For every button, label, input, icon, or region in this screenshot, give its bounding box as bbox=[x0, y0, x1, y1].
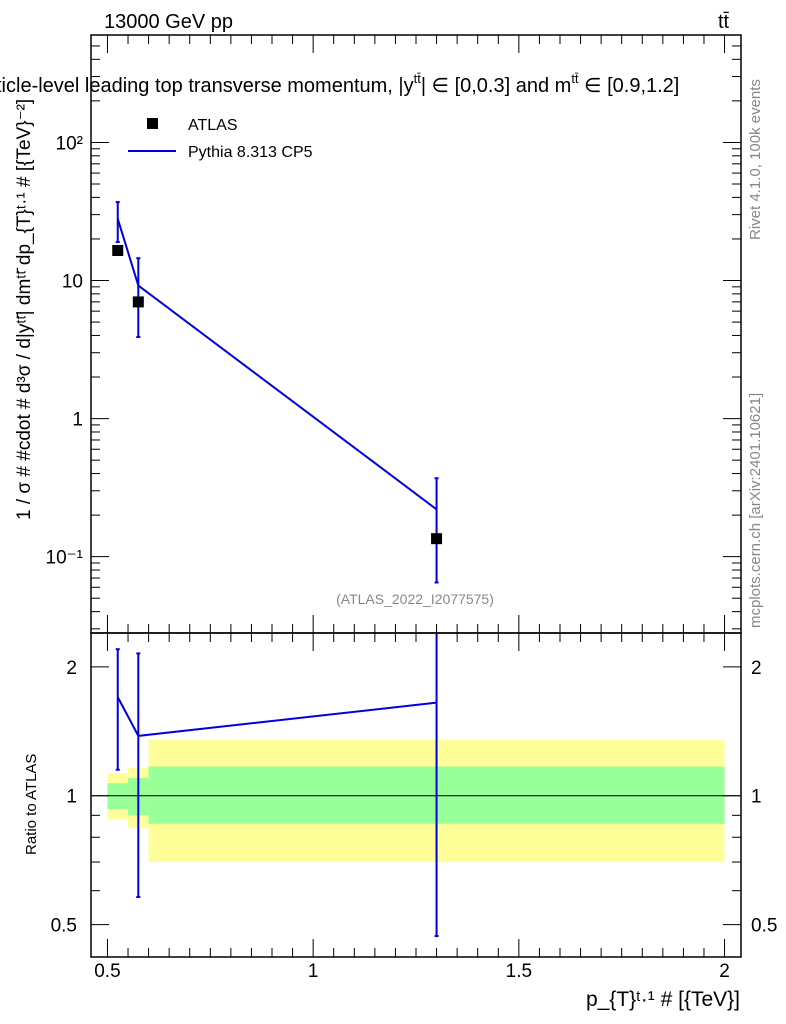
x-tick-label: 2 bbox=[719, 961, 730, 982]
legend-atlas-marker bbox=[147, 118, 158, 129]
lower-y-tick-label: 0.5 bbox=[51, 916, 77, 937]
atlas-data-point bbox=[112, 244, 124, 256]
plot-title: ticle-level leading top transverse momen… bbox=[0, 71, 679, 97]
legend-mc-label: Pythia 8.313 CP5 bbox=[188, 144, 313, 161]
upper-y-tick-label: 10² bbox=[56, 133, 83, 154]
lower-y-axis-label: Ratio to ATLAS bbox=[23, 754, 40, 855]
upper-y-tick-label: 10 bbox=[62, 272, 83, 293]
upper-y-tick-label: 10⁻¹ bbox=[46, 548, 84, 569]
lower-y-tick-label-right: 1 bbox=[751, 787, 762, 808]
lower-y-tick-label-right: 2 bbox=[751, 658, 762, 679]
x-axis-label: p_{T}ᵗ·¹ # [{TeV}] bbox=[586, 988, 740, 1011]
upper-y-tick-label: 1 bbox=[72, 410, 83, 431]
process-label: tt̄ bbox=[718, 11, 730, 33]
lower-y-tick-label: 2 bbox=[66, 658, 77, 679]
x-tick-label: 1.5 bbox=[506, 961, 532, 982]
atlas-data-point bbox=[431, 533, 443, 545]
analysis-watermark: (ATLAS_2022_I2077575) bbox=[336, 591, 494, 607]
lower-panel: 0.5 0.5 1 1 2 2 0.5 1 1.5 2 bbox=[51, 632, 777, 982]
mc-curve bbox=[116, 218, 438, 511]
mcplots-label: mcplots.cern.ch [arXiv:2401.10621] bbox=[747, 393, 764, 628]
x-tick-label: 0.5 bbox=[94, 961, 120, 982]
lower-y-tick-label: 1 bbox=[66, 787, 77, 808]
legend-atlas-label: ATLAS bbox=[188, 117, 238, 134]
mc-ratio-curve bbox=[116, 696, 437, 737]
upper-y-axis-label: 1 / σ # #cdot # d³σ / d|yᵗᵗ̄| dmᵗᵗ̄ dp_{… bbox=[14, 99, 35, 520]
rivet-label: Rivet 4.1.0, 100k events bbox=[747, 79, 764, 240]
x-tick-label: 1 bbox=[308, 961, 319, 982]
collision-label: 13000 GeV pp bbox=[104, 11, 233, 33]
atlas-data-point bbox=[132, 296, 144, 308]
lower-y-tick-label-right: 0.5 bbox=[751, 916, 777, 937]
